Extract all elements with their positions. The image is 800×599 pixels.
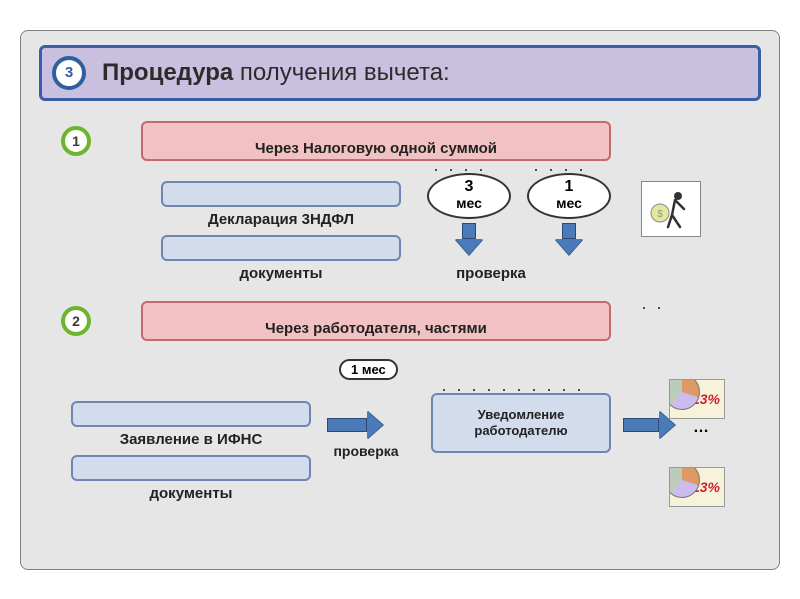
arrow-right-2 (623, 411, 675, 439)
svg-text:$: $ (657, 209, 663, 220)
route1-header-label: Через Налоговую одной суммой (255, 140, 497, 157)
pct13-icon-1: 13% (669, 379, 725, 419)
arrow-right-1 (327, 411, 383, 439)
route1-doc1-label: Декларация 3НДФЛ (161, 211, 401, 228)
title-bar: 3 Процедура получения вычета: (39, 45, 761, 101)
route2-doc2-box (71, 455, 311, 481)
route1-check-label: проверка (431, 265, 551, 282)
route1-doc1-box (161, 181, 401, 207)
route2-doc1-box (71, 401, 311, 427)
route2-header: Через работодателя, частями (141, 301, 611, 341)
route2-doc1-label: Заявление в ИФНС (71, 431, 311, 448)
bubble-3mes: 3мес (427, 173, 511, 219)
route2-notify-label: Уведомление работодателю (437, 407, 605, 438)
dots-3: · · (641, 297, 664, 318)
route2-header-label: Через работодателя, частями (265, 320, 487, 337)
badge-route2: 2 (61, 306, 91, 336)
page-title: Процедура получения вычета: (102, 59, 450, 87)
route1-header: Через Налоговую одной суммой (141, 121, 611, 161)
bubble-1mes-small: 1 мес (339, 359, 398, 381)
route1-doc2-box (161, 235, 401, 261)
money-icon: $ (641, 181, 701, 237)
bubble-1mes: 1мес (527, 173, 611, 219)
route2-doc2-label: документы (71, 485, 311, 502)
route2-check-label: проверка (321, 443, 411, 459)
slide: 3 Процедура получения вычета: 1 Через На… (20, 30, 780, 570)
arrow-down-1 (455, 223, 483, 255)
pct13-icon-2: 13% (669, 467, 725, 507)
badge-top: 3 (52, 56, 86, 90)
route2-notify-box: Уведомление работодателю (431, 393, 611, 453)
dots-4: · · · · · · · · · · (441, 379, 584, 400)
badge-route1: 1 (61, 126, 91, 156)
arrow-down-2 (555, 223, 583, 255)
ellipsis: … (693, 419, 709, 437)
route1-doc2-label: документы (161, 265, 401, 282)
